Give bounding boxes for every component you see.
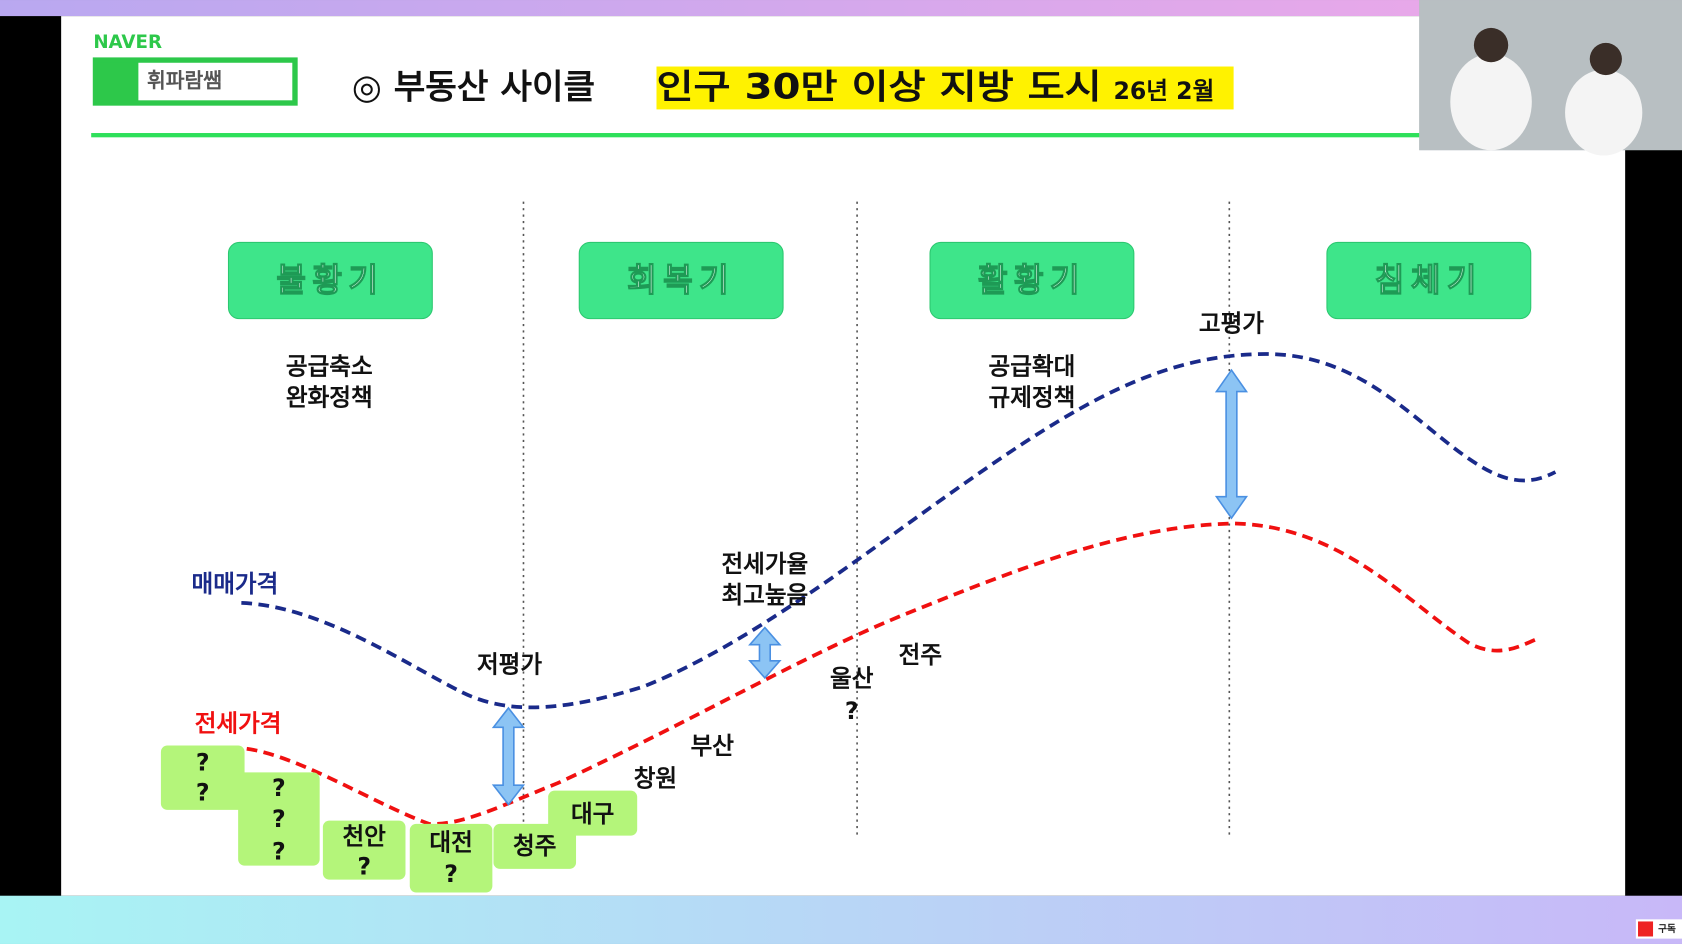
blog-name: 휘파람쌤 [147, 69, 222, 93]
top-bar [0, 0, 1682, 17]
city-label: ? [272, 805, 286, 833]
annotation: 전세가율 [721, 550, 808, 578]
city-box [160, 745, 245, 810]
slide [61, 16, 1626, 896]
city-box [548, 790, 638, 836]
city-label: ? [272, 837, 286, 865]
city-label: ? [272, 774, 286, 802]
person [1565, 69, 1643, 156]
note: 완화정책 [286, 384, 373, 412]
phase-box [929, 241, 1135, 320]
subscribe-icon [1638, 921, 1654, 937]
city-box [409, 823, 493, 893]
title-date: 26년 2월 [1113, 77, 1214, 105]
highlight [656, 66, 1234, 110]
brand: NAVER [93, 32, 162, 53]
city-label: 부산 [691, 732, 735, 760]
gap-arrows [491, 368, 1249, 806]
phase-box [578, 241, 784, 320]
annotation: 고평가 [1199, 310, 1264, 338]
bottom-bar [0, 895, 1682, 944]
phase-box [1326, 241, 1532, 320]
city-label: ? [357, 852, 371, 880]
note: 규제정책 [989, 384, 1076, 412]
subscribe-label: 구독 [1658, 924, 1676, 935]
phase-label: 불황기 [276, 261, 384, 299]
annotation: 저평가 [477, 651, 542, 679]
city-label: 천안 [342, 822, 386, 850]
title-highlight: 인구 30만 이상 지방 도시 [656, 68, 1101, 108]
sale-curve [241, 352, 1557, 710]
city-label: 대전 [429, 829, 472, 857]
annotation: 최고높음 [721, 581, 808, 609]
person-head [1589, 42, 1622, 76]
sale-label: 매매가격 [192, 570, 279, 598]
city-label: 청주 [513, 832, 556, 860]
note: 공급축소 [286, 352, 373, 380]
city-box [322, 820, 406, 880]
header-rule [91, 133, 1420, 138]
note: 공급확대 [989, 352, 1076, 380]
city-label: 대구 [571, 800, 614, 828]
person [1450, 53, 1532, 151]
city-label: ? [196, 778, 210, 806]
phase-label: 회복기 [627, 261, 735, 299]
city-label: 창원 [634, 764, 677, 792]
person-head [1473, 27, 1509, 63]
city-label: 울산 [830, 665, 874, 693]
jeonse-label: 전세가격 [195, 710, 282, 738]
title: ◎ 부동산 사이클 [352, 68, 595, 108]
city-box [238, 772, 320, 866]
phase-box [227, 241, 433, 320]
city-label: ? [444, 860, 458, 888]
phase-dividers [522, 201, 1231, 837]
city-label: ? [196, 748, 210, 776]
city-label: ? [845, 697, 859, 725]
phase-label: 침체기 [1375, 261, 1483, 299]
blog-icon [97, 62, 139, 101]
phase-label: 활황기 [978, 261, 1086, 299]
city-label: 전주 [899, 641, 942, 669]
